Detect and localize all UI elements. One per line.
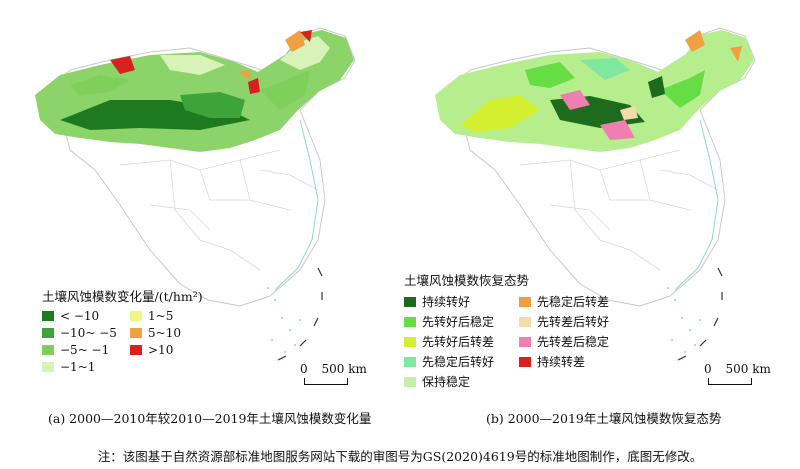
legend-swatch: [519, 356, 531, 367]
scale-line: [304, 378, 348, 385]
legend-swatch: [404, 316, 416, 327]
legend-item: 持续转好: [404, 293, 519, 310]
coastline: [674, 119, 719, 291]
legend-label: < −10: [60, 309, 100, 323]
legend-label: 1~5: [148, 309, 174, 323]
scale-bar-b: 0 500 km: [704, 362, 771, 385]
legend-label: 保持稳定: [422, 375, 471, 389]
legend-item: < −10: [42, 309, 130, 323]
scale-zero: 0: [300, 362, 308, 376]
legend-swatch: [42, 345, 54, 355]
panel-a: 土壤风蚀模数变化量/(t/hm²) < −10 1~5 −10~ −5 5~10…: [0, 0, 400, 426]
legend-a: 土壤风蚀模数变化量/(t/hm²) < −10 1~5 −10~ −5 5~10…: [42, 286, 220, 374]
recovery-belt: [435, 30, 754, 152]
province-lines: [119, 149, 319, 271]
legend-swatch: [130, 311, 142, 321]
legend-item: −10~ −5: [42, 326, 130, 340]
scale-zero: 0: [704, 362, 712, 376]
islands: [667, 287, 701, 353]
legend-label: 先稳定后转差: [537, 295, 610, 309]
legend-swatch: [404, 336, 416, 347]
legend-swatch: [130, 345, 142, 355]
legend-item: 持续转差: [519, 353, 639, 370]
nine-dash-line: [677, 267, 723, 361]
legend-swatch: [42, 311, 54, 321]
coastline: [274, 119, 319, 291]
province-lines: [519, 149, 719, 271]
legend-item: 先稳定后转好: [404, 353, 519, 370]
legend-label: 持续转差: [537, 355, 586, 369]
legend-item: −1~1: [42, 360, 130, 374]
caption-a: (a) 2000—2010年较2010—2019年土壤风蚀模数变化量: [48, 411, 372, 426]
legend-label: 先稳定后转好: [422, 355, 495, 369]
legend-item: 5~10: [130, 326, 220, 340]
legend-label: 先转差后稳定: [537, 335, 610, 349]
legend-swatch: [42, 328, 54, 338]
legend-label: >10: [148, 343, 174, 357]
legend-label: 5~10: [148, 326, 181, 340]
legend-swatch: [42, 362, 54, 372]
legend-swatch: [404, 376, 416, 387]
legend-item: 先转好后稳定: [404, 313, 519, 330]
legend-title: 土壤风蚀模数恢复态势: [404, 273, 530, 288]
legend-item: 1~5: [130, 309, 220, 323]
legend-title: 土壤风蚀模数变化量/(t/hm²): [42, 289, 203, 304]
legend-label: −5~ −1: [60, 343, 110, 357]
legend-label: 先转好后稳定: [422, 315, 495, 329]
legend-label: 持续转好: [422, 295, 471, 309]
nine-dash-line: [277, 267, 323, 361]
legend-swatch: [130, 328, 142, 338]
map-a: [35, 27, 356, 361]
legend-label: −10~ −5: [60, 326, 117, 340]
caption-b: (b) 2000—2019年土壤风蚀模数恢复态势: [486, 411, 722, 426]
legend-label: 先转好后转差: [422, 335, 495, 349]
scale-bar-a: 0 500 km: [300, 362, 367, 385]
legend-item: 先转差后转好: [519, 313, 639, 330]
scale-line: [708, 378, 752, 385]
legend-b: 土壤风蚀模数恢复态势 持续转好 先稳定后转差 先转好后稳定 先转差后转好 先转好…: [404, 270, 639, 390]
legend-swatch: [519, 296, 531, 307]
scale-label: 500 km: [321, 362, 367, 376]
legend-swatch: [519, 316, 531, 327]
map-b: [435, 27, 756, 361]
legend-item: 先转差后稳定: [519, 333, 639, 350]
legend-label: 先转差后转好: [537, 315, 610, 329]
legend-label: −1~1: [60, 360, 96, 374]
panel-b: 土壤风蚀模数恢复态势 持续转好 先稳定后转差 先转好后稳定 先转差后转好 先转好…: [400, 0, 800, 426]
scale-label: 500 km: [725, 362, 771, 376]
legend-item: >10: [130, 343, 220, 357]
legend-swatch: [404, 356, 416, 367]
legend-item: 保持稳定: [404, 373, 519, 390]
legend-swatch: [404, 296, 416, 307]
legend-swatch: [519, 336, 531, 347]
legend-item: −5~ −1: [42, 343, 130, 357]
legend-item: 先稳定后转差: [519, 293, 639, 310]
map-note: 注：该图基于自然资源部标准地图服务网站下载的审图号为GS(2020)4619号的…: [97, 449, 703, 464]
legend-item: 先转好后转差: [404, 333, 519, 350]
islands: [267, 287, 301, 353]
